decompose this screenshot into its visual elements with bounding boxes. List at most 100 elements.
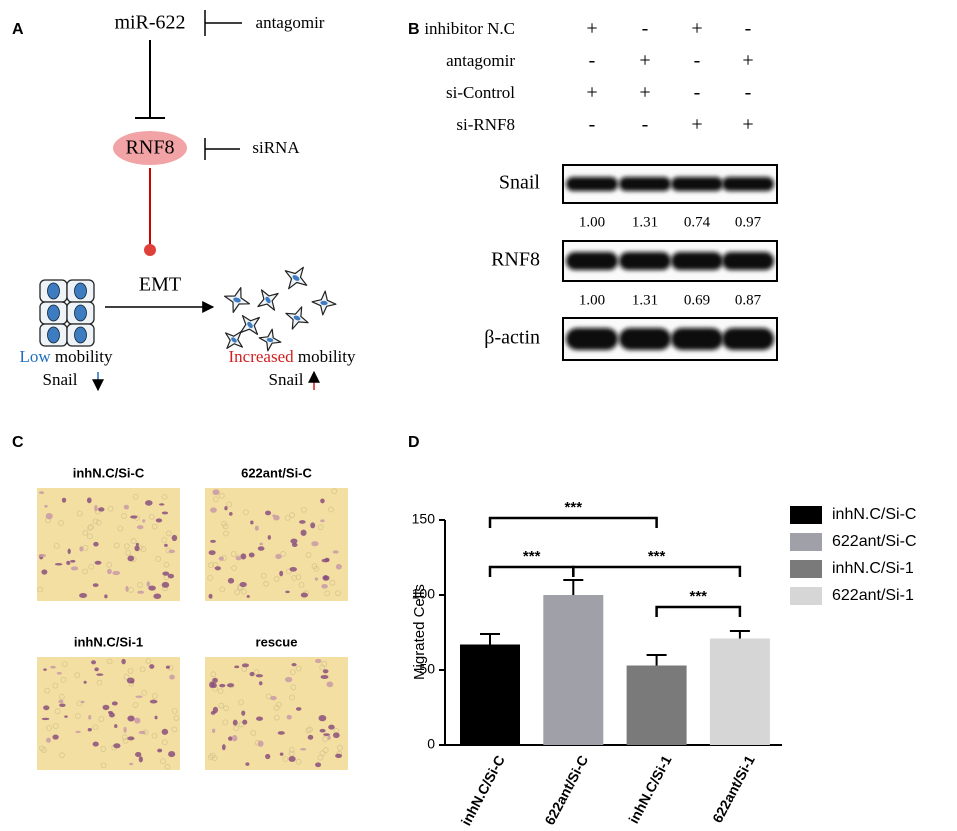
state-label: Low mobility (19, 347, 113, 366)
pore (128, 587, 134, 593)
band (566, 177, 618, 191)
stained-cell (146, 581, 151, 587)
bar (709, 638, 770, 745)
ratio: 1.31 (632, 214, 658, 230)
stained-cell (161, 511, 169, 515)
nucleus (247, 321, 253, 329)
sign: + (691, 18, 702, 40)
pore (76, 700, 83, 707)
pore (60, 676, 67, 683)
stained-cell (335, 563, 342, 570)
micrograph (205, 657, 348, 770)
stained-cell (235, 556, 242, 561)
pore (291, 575, 298, 581)
stained-cell (210, 507, 217, 513)
stained-cell (38, 553, 47, 558)
pore (329, 579, 336, 586)
stained-cell (241, 663, 250, 668)
stained-cell (300, 592, 308, 598)
pore (155, 556, 162, 562)
stained-cell (168, 549, 175, 554)
stained-cell (79, 593, 88, 598)
pore (263, 580, 270, 587)
micrograph (37, 657, 180, 770)
pore (92, 724, 99, 731)
pore (53, 542, 60, 549)
stained-cell (211, 728, 216, 733)
pore (88, 563, 95, 570)
stained-cell (212, 706, 219, 714)
image-title: inhN.C/Si-C (73, 465, 145, 480)
pore (289, 669, 296, 676)
pore (282, 756, 289, 763)
pore (95, 519, 102, 526)
pore (218, 492, 225, 499)
text: mobility (55, 347, 113, 366)
stained-cell (94, 560, 102, 565)
stained-cell (164, 543, 168, 548)
pore (322, 736, 328, 742)
pore (284, 514, 291, 521)
stained-cell (227, 577, 235, 584)
stained-cell (96, 673, 104, 676)
blot-name: β-actin (484, 327, 540, 349)
pore (58, 693, 65, 700)
pore (289, 512, 295, 518)
stained-cell (254, 525, 259, 531)
stained-cell (41, 569, 48, 575)
pore (124, 543, 130, 550)
stained-cell (135, 542, 139, 546)
pore (335, 590, 341, 597)
stained-cell (275, 553, 282, 560)
y-tick-label: 150 (412, 511, 436, 527)
sign: - (694, 82, 701, 104)
stained-cell (161, 728, 169, 735)
stained-cell (224, 506, 228, 511)
stained-cell (83, 680, 87, 684)
pore (253, 669, 260, 676)
stained-cell (56, 672, 62, 675)
stained-cell (67, 548, 71, 555)
pore (145, 658, 152, 664)
stained-cell (285, 590, 290, 594)
sign: - (745, 82, 752, 104)
stained-cell (159, 503, 165, 506)
stained-cell (86, 497, 92, 504)
stained-cell (258, 681, 263, 686)
stained-cell (289, 566, 297, 572)
pore (233, 725, 240, 732)
stained-cell (107, 568, 112, 575)
stained-cell (211, 682, 217, 688)
blot-name: RNF8 (491, 249, 540, 271)
stained-cell (265, 510, 272, 516)
stained-cell (257, 740, 264, 747)
band (671, 252, 723, 270)
stained-cell (320, 674, 329, 680)
image-title: 622ant/Si-C (241, 465, 312, 480)
ratio: 0.87 (735, 292, 762, 308)
error-bar (729, 630, 750, 639)
stained-cell (46, 737, 51, 743)
stained-cell (135, 695, 143, 698)
stained-cell (250, 520, 254, 525)
pore (76, 510, 83, 517)
stained-cell (214, 566, 221, 571)
stained-cell (332, 550, 339, 554)
panel-label: B (408, 21, 420, 38)
target-node (113, 131, 187, 165)
stained-cell (284, 676, 293, 683)
stained-cell (44, 504, 48, 508)
pore (121, 513, 128, 519)
nucleus (47, 326, 60, 344)
y-axis-label: Migrated Cells (411, 584, 428, 680)
pore (240, 588, 247, 595)
pore (210, 671, 217, 678)
pore (113, 542, 120, 549)
stained-cell (161, 581, 170, 588)
stained-cell (70, 566, 79, 571)
stained-cell (50, 665, 56, 669)
stained-cell (104, 594, 108, 599)
stained-cell (323, 733, 330, 737)
stained-cell (249, 671, 255, 677)
stained-cell (279, 752, 284, 756)
